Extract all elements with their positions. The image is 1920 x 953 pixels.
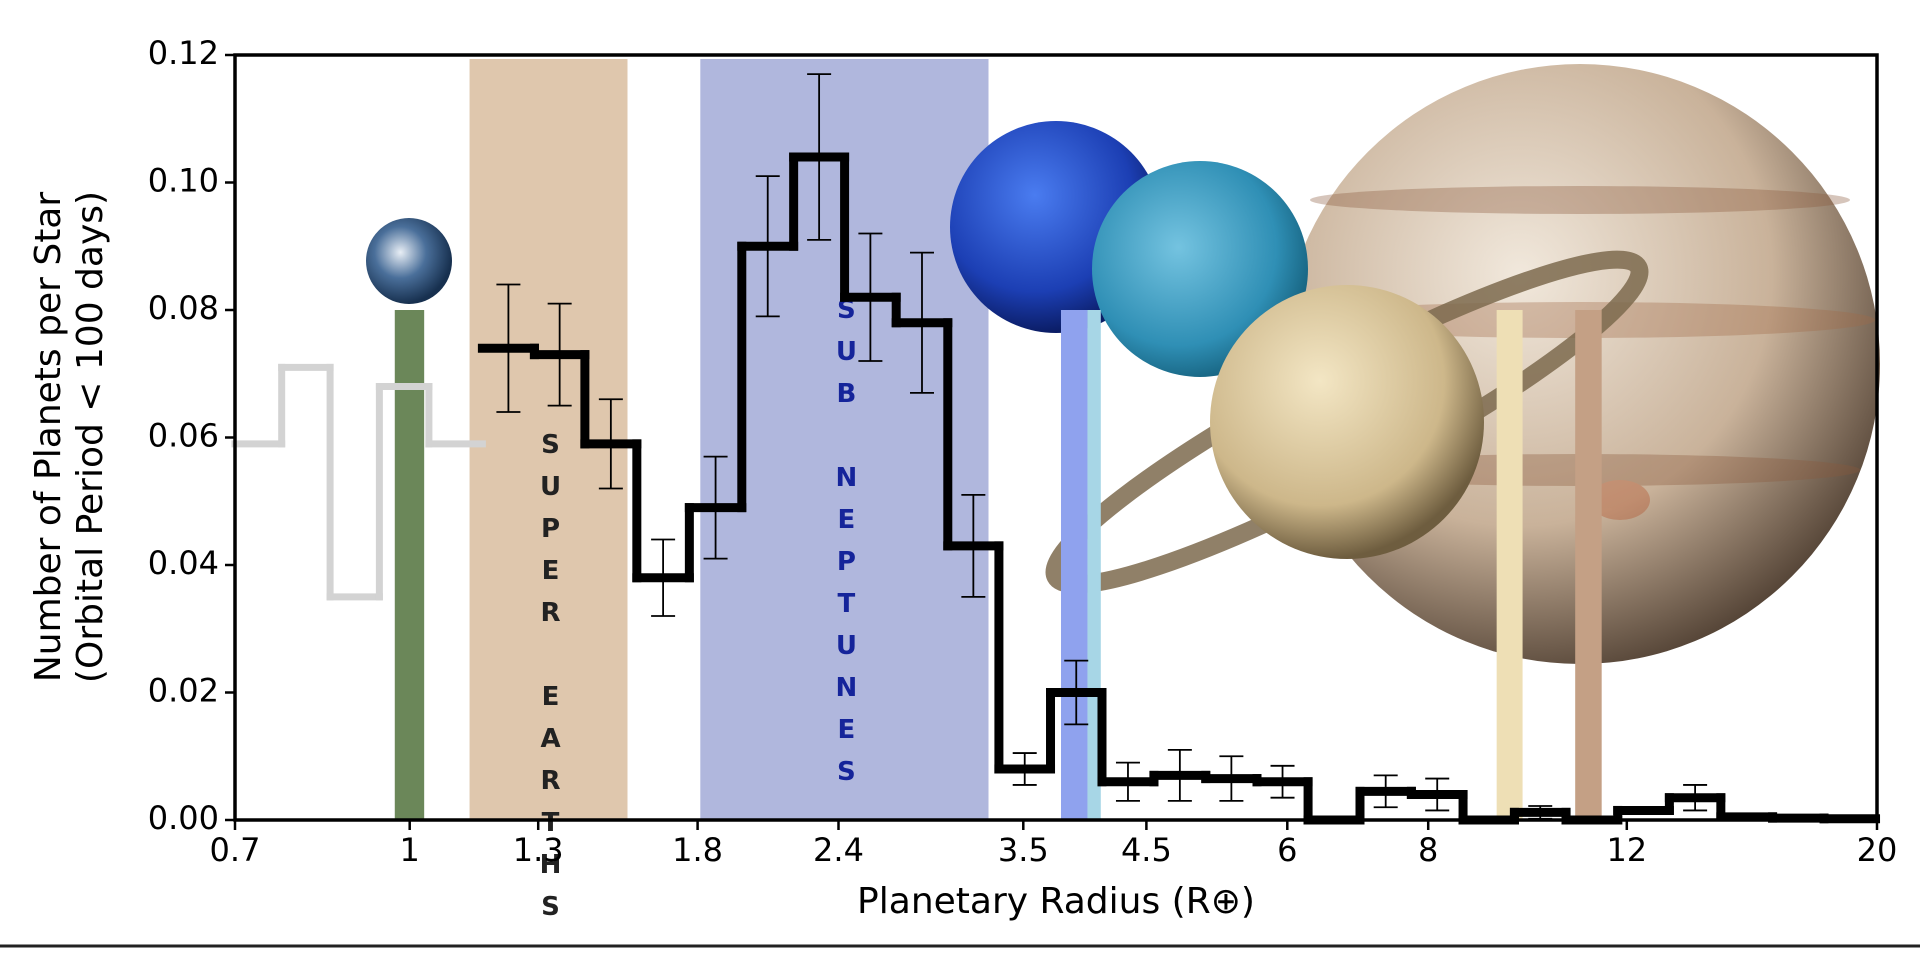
error-bar (961, 493, 986, 598)
planet-bar (1496, 310, 1523, 820)
regions: SUPER EARTHS SUB NEPTUNES (469, 59, 989, 934)
y-tick-label: 0.02 (148, 672, 219, 710)
planet-bar (1575, 310, 1602, 820)
x-tick-label: 20 (1857, 831, 1898, 869)
x-tick-label: 2.4 (813, 831, 864, 869)
error-bar (755, 175, 780, 318)
error-bar (703, 455, 728, 560)
error-bar (1270, 764, 1295, 799)
y-tick-label: 0.10 (148, 162, 219, 200)
region-label: SUPER EARTHS (536, 430, 566, 934)
x-tick-label: 4.5 (1121, 831, 1172, 869)
x-tick-label: 3.5 (998, 831, 1049, 869)
x-tick-label: 1.3 (513, 831, 564, 869)
x-tick-label: 1.8 (672, 831, 723, 869)
axes: 0.00 0.02 0.04 0.06 0.08 0.10 0.12 0.7 1 1.3 1.8 2.… (148, 34, 1898, 869)
y-axis-label: (Orbital Period < 100 days) (70, 191, 111, 683)
planet-bars (394, 310, 1602, 820)
planet-bar (394, 310, 425, 820)
x-tick-label: 1 (400, 831, 420, 869)
error-bar (1012, 752, 1037, 786)
x-tick-label: 0.7 (210, 831, 261, 869)
error-bar (496, 283, 521, 413)
y-tick-label: 0.12 (148, 34, 219, 72)
y-tick-label: 0.04 (148, 544, 219, 582)
error-bar (1425, 777, 1450, 812)
x-tick-label: 6 (1277, 831, 1297, 869)
error-bar (651, 538, 676, 617)
histogram (231, 73, 1881, 825)
error-bar (1219, 755, 1244, 802)
x-axis-label: Planetary Radius (R⊕) (857, 881, 1255, 922)
error-bar (1373, 774, 1398, 809)
error-bar (598, 398, 623, 490)
error-bar (1115, 761, 1140, 802)
error-bar (858, 232, 883, 362)
planet-bar (1060, 310, 1088, 820)
region-label: SUB NEPTUNES (831, 295, 861, 799)
error-bar (1167, 748, 1192, 802)
error-bar (807, 73, 832, 241)
planet-images (366, 64, 1880, 664)
x-tick-label: 8 (1418, 831, 1438, 869)
error-bar (1683, 784, 1708, 812)
earth-image (366, 218, 452, 304)
saturn-image (1210, 285, 1484, 559)
error-bar (909, 251, 934, 394)
y-axis-label: Number of Planets per Star (28, 192, 69, 683)
y-tick-label: 0.00 (148, 799, 219, 837)
error-bar (547, 302, 572, 407)
y-tick-label: 0.06 (148, 417, 219, 455)
error-bar (1064, 659, 1089, 726)
y-tick-label: 0.08 (148, 289, 219, 327)
x-tick-label: 12 (1606, 831, 1647, 869)
